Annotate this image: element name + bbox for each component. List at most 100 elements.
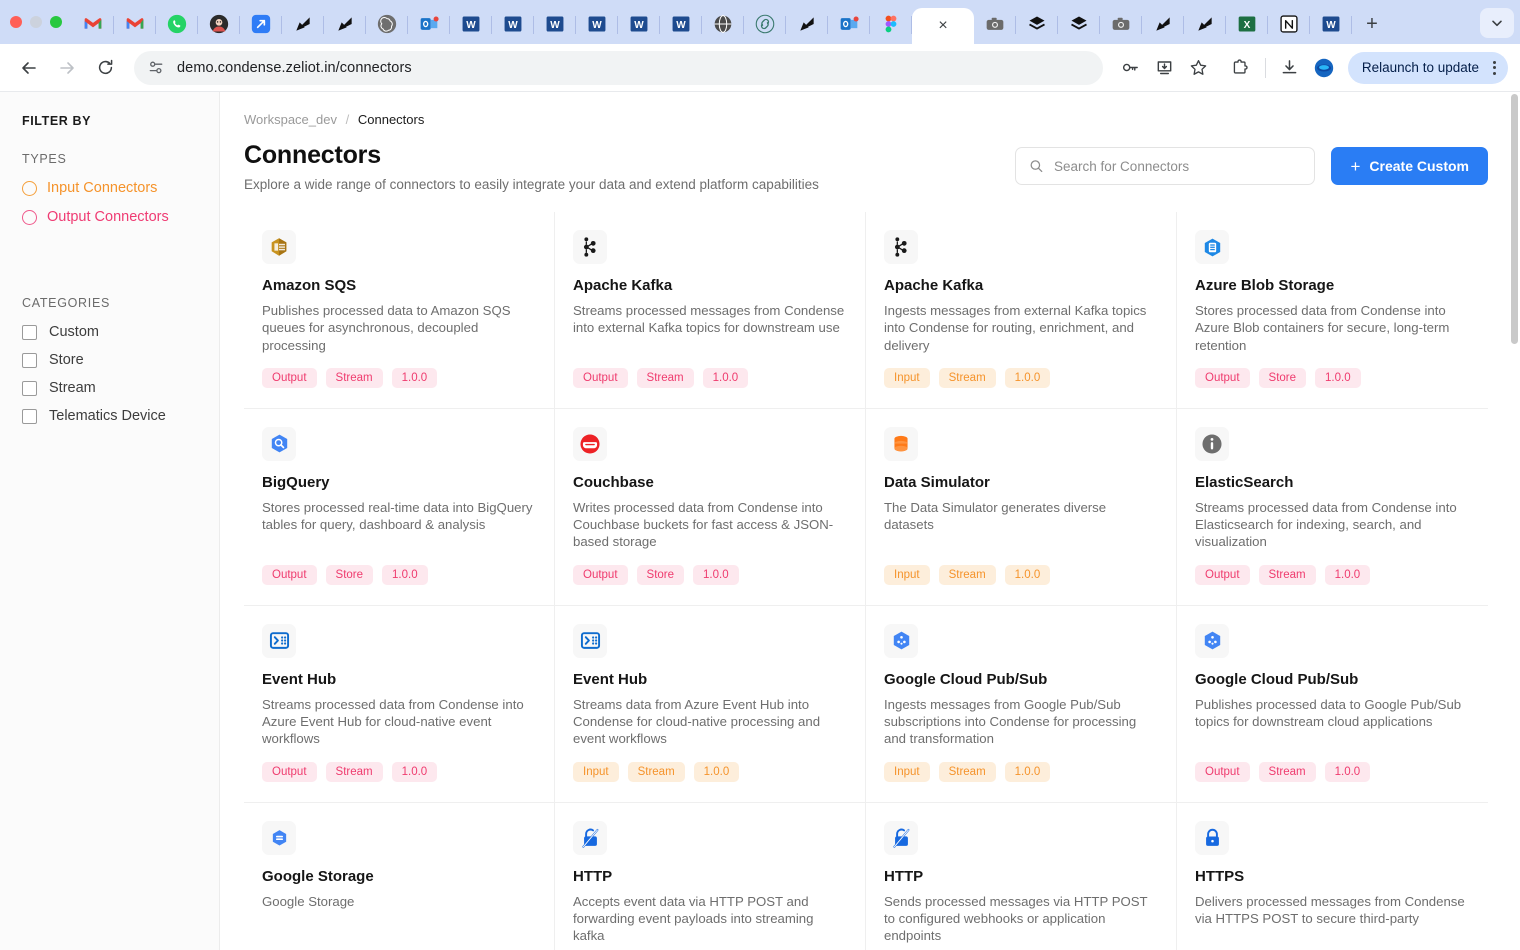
- connector-description: Streams processed data from Condense int…: [1195, 499, 1457, 550]
- connector-card[interactable]: Azure Blob Storage Stores processed data …: [1177, 212, 1488, 409]
- filter-category-stream[interactable]: Stream: [22, 380, 219, 396]
- outlook-tab[interactable]: [408, 4, 450, 44]
- camera-tab[interactable]: [974, 4, 1016, 44]
- word-tab-6[interactable]: W: [660, 4, 702, 44]
- blue-arrow-tab[interactable]: [240, 4, 282, 44]
- connector-tag: Input: [573, 761, 619, 782]
- connector-card[interactable]: Couchbase Writes processed data from Cond…: [555, 408, 866, 606]
- excel-tab[interactable]: X: [1226, 4, 1268, 44]
- forward-button[interactable]: [50, 51, 84, 85]
- connector-description: Google Storage: [262, 893, 355, 909]
- outlook-icon: [420, 16, 439, 30]
- outlook-tab-2[interactable]: [828, 4, 870, 44]
- connector-card[interactable]: Apache Kafka Streams processed messages f…: [555, 212, 866, 409]
- bookmark-button[interactable]: [1183, 52, 1215, 84]
- dark-arrow-tab-4[interactable]: [1142, 4, 1184, 44]
- connector-card[interactable]: HTTP Accepts event data via HTTP POST and…: [555, 802, 866, 950]
- connector-card[interactable]: Google Cloud Pub/Sub Ingests messages fro…: [866, 605, 1177, 803]
- word-tab-7[interactable]: W: [1310, 4, 1352, 44]
- back-button[interactable]: [12, 51, 46, 85]
- http-icon: [884, 820, 918, 855]
- connector-card[interactable]: Event Hub Streams processed data from Con…: [244, 605, 555, 803]
- connector-tag: Store: [1258, 367, 1307, 388]
- event-hub-icon: [573, 623, 607, 658]
- layers-tab-1[interactable]: [1016, 4, 1058, 44]
- site-settings-icon: [149, 61, 163, 74]
- gmail-tab[interactable]: [72, 4, 114, 44]
- filter-output-connectors[interactable]: Output Connectors: [22, 209, 219, 225]
- address-bar[interactable]: demo.condense.zeliot.in/connectors: [134, 50, 1103, 85]
- search-input[interactable]: [1054, 158, 1302, 174]
- link-icon: [755, 14, 775, 34]
- tab-search-button[interactable]: [1480, 8, 1514, 38]
- downloads-button[interactable]: [1274, 52, 1306, 84]
- filter-category-telematics-device[interactable]: Telematics Device: [22, 408, 219, 424]
- word-tab-2[interactable]: W: [492, 4, 534, 44]
- figma-tab[interactable]: [870, 4, 912, 44]
- https-icon: [1195, 820, 1229, 855]
- maximize-window-button[interactable]: [50, 16, 62, 28]
- connector-tags: Output Stream 1.0.0: [1195, 761, 1468, 782]
- connector-card[interactable]: Google Cloud Pub/Sub Publishes processed …: [1177, 605, 1488, 803]
- reload-button[interactable]: [88, 51, 122, 85]
- avatar-icon: [209, 14, 229, 34]
- dark-arrow-tab[interactable]: [282, 4, 324, 44]
- chrome-menu-button[interactable]: [1487, 60, 1502, 75]
- tab-strip: W W W W W W × X W +: [72, 0, 1474, 44]
- dark-arrow-icon: [800, 17, 814, 31]
- dark-arrow-tab-3[interactable]: [786, 4, 828, 44]
- connector-card[interactable]: Data Simulator The Data Simulator generat…: [866, 408, 1177, 606]
- install-app-button[interactable]: [1149, 52, 1181, 84]
- connector-card[interactable]: HTTPS Delivers processed messages from Co…: [1177, 802, 1488, 950]
- close-window-button[interactable]: [10, 16, 22, 28]
- word-tab-1[interactable]: W: [450, 4, 492, 44]
- connector-card[interactable]: Apache Kafka Ingests messages from extern…: [866, 212, 1177, 409]
- relaunch-to-update-button[interactable]: Relaunch to update: [1347, 51, 1508, 84]
- globe-tab[interactable]: [702, 4, 744, 44]
- scrollbar-thumb[interactable]: [1511, 94, 1518, 344]
- whatsapp-tab[interactable]: [156, 4, 198, 44]
- create-custom-button[interactable]: + Create Custom: [1331, 147, 1488, 185]
- connector-name: Couchbase: [573, 473, 654, 491]
- filter-input-connectors[interactable]: Input Connectors: [22, 180, 219, 196]
- connector-tag: 1.0.0: [693, 761, 740, 782]
- minimize-window-button[interactable]: [30, 16, 42, 28]
- breadcrumb-workspace[interactable]: Workspace_dev: [244, 112, 337, 127]
- link-tab[interactable]: [744, 4, 786, 44]
- connector-card[interactable]: BigQuery Stores processed real-time data …: [244, 408, 555, 606]
- connector-tags: Input Stream 1.0.0: [884, 564, 1156, 585]
- openai-tab[interactable]: [366, 4, 408, 44]
- scrollbar-track[interactable]: [1509, 92, 1520, 950]
- dark-arrow-tab-5[interactable]: [1184, 4, 1226, 44]
- back-arrow-icon: [22, 61, 36, 74]
- notion-tab[interactable]: [1268, 4, 1310, 44]
- connector-card[interactable]: Event Hub Streams data from Azure Event H…: [555, 605, 866, 803]
- camera-tab-2[interactable]: [1100, 4, 1142, 44]
- word-tab-5[interactable]: W: [618, 4, 660, 44]
- word-tab-3[interactable]: W: [534, 4, 576, 44]
- connector-card[interactable]: Google Storage Google Storage: [244, 802, 555, 950]
- connector-name: BigQuery: [262, 473, 330, 491]
- connector-card[interactable]: Amazon SQS Publishes processed data to Am…: [244, 212, 555, 409]
- avatar-tab[interactable]: [198, 4, 240, 44]
- connector-card[interactable]: HTTP Sends processed messages via HTTP PO…: [866, 802, 1177, 950]
- connector-tag: Output: [262, 761, 317, 782]
- dark-arrow-tab-2[interactable]: [324, 4, 366, 44]
- new-tab-button[interactable]: +: [1352, 4, 1392, 44]
- radio-icon: [22, 209, 37, 225]
- word-tab-4[interactable]: W: [576, 4, 618, 44]
- filter-category-store[interactable]: Store: [22, 352, 219, 368]
- connector-description: Writes processed data from Condense into…: [573, 499, 834, 550]
- gmail-tab-2[interactable]: [114, 4, 156, 44]
- url-text: demo.condense.zeliot.in/connectors: [177, 59, 412, 76]
- close-tab-icon[interactable]: ×: [938, 17, 948, 34]
- password-manager-button[interactable]: [1115, 52, 1147, 84]
- filter-category-custom[interactable]: Custom: [22, 324, 219, 340]
- connector-card[interactable]: ElasticSearch Streams processed data from…: [1177, 408, 1488, 606]
- profile-avatar[interactable]: [1308, 52, 1340, 84]
- active-tab[interactable]: ×: [912, 8, 974, 44]
- search-connectors-box[interactable]: [1015, 147, 1316, 185]
- extensions-button[interactable]: [1225, 52, 1257, 84]
- layers-tab-2[interactable]: [1058, 4, 1100, 44]
- checkbox-icon: [22, 408, 37, 424]
